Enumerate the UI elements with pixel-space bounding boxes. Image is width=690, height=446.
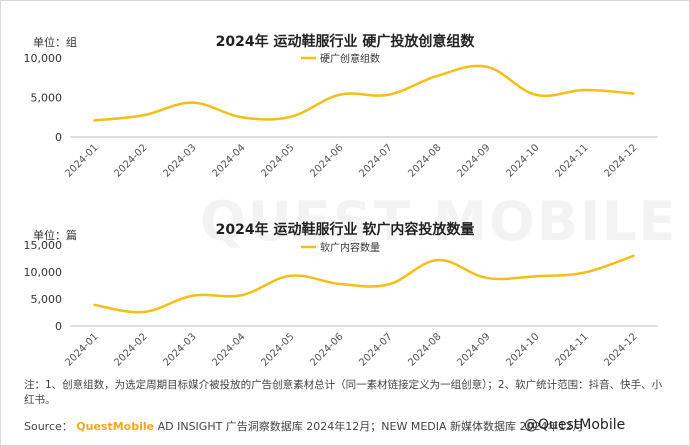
x-tick-label: 2024-07 [357,331,394,368]
x-tick-label: 2024-03 [161,142,198,179]
unit-label: 单位：篇 [33,228,77,242]
x-tick-label: 2024-01 [63,331,100,368]
source-brand: QuestMobile [76,420,155,433]
x-tick-label: 2024-04 [210,331,247,368]
x-tick-label: 2024-05 [259,142,296,179]
x-tick-label: 2024-05 [259,331,296,368]
x-tick-label: 2024-06 [308,331,345,368]
x-tick-label: 2024-07 [357,142,394,179]
x-tick-label: 2024-12 [602,331,639,368]
y-tick-label: 5,000 [31,92,63,105]
legend-label: 硬广创意组数 [320,52,380,65]
x-tick-label: 2024-08 [406,142,443,179]
x-tick-label: 2024-08 [406,331,443,368]
x-tick-label: 2024-09 [455,142,492,179]
y-tick-label: 10,000 [24,52,63,65]
x-tick-label: 2024-04 [210,142,247,179]
y-tick-label: 5,000 [31,293,63,306]
legend-label: 软广内容数量 [320,241,380,254]
x-tick-label: 2024-12 [602,142,639,179]
x-tick-label: 2024-09 [455,331,492,368]
y-tick-label: 0 [55,131,62,144]
series-line [93,64,635,122]
unit-label: 单位：组 [33,35,77,49]
account-handle: @QuestMobile [524,417,626,433]
source-text: AD INSIGHT 广告洞察数据库 2024年12月；NEW MEDIA 新媒… [157,420,584,433]
x-tick-label: 2024-10 [504,331,541,368]
source-label: Source： [24,420,73,433]
chart-title: 2024年 运动鞋服行业 软广内容投放数量 [216,221,475,238]
x-tick-label: 2024-01 [63,142,100,179]
chart-title: 2024年 运动鞋服行业 硬广投放创意组数 [216,33,476,50]
source-line: Source： QuestMobile AD INSIGHT 广告洞察数据库 2… [24,417,625,434]
x-tick-label: 2024-02 [112,142,149,179]
series-line [93,254,635,314]
x-tick-label: 2024-10 [504,142,541,179]
footnote: 注：1、创意组数，为选定周期目标媒介被投放的广告创意素材总计（同一素材链接定义为… [24,379,663,406]
watermark-text: QUEST MOBILE [200,190,677,253]
y-tick-label: 0 [55,320,62,333]
y-tick-label: 10,000 [24,266,63,279]
x-tick-label: 2024-11 [553,331,590,368]
x-tick-label: 2024-02 [112,331,149,368]
x-tick-label: 2024-06 [308,142,345,179]
y-tick-label: 15,000 [24,239,63,252]
x-tick-label: 2024-11 [553,142,590,179]
x-tick-label: 2024-03 [161,331,198,368]
